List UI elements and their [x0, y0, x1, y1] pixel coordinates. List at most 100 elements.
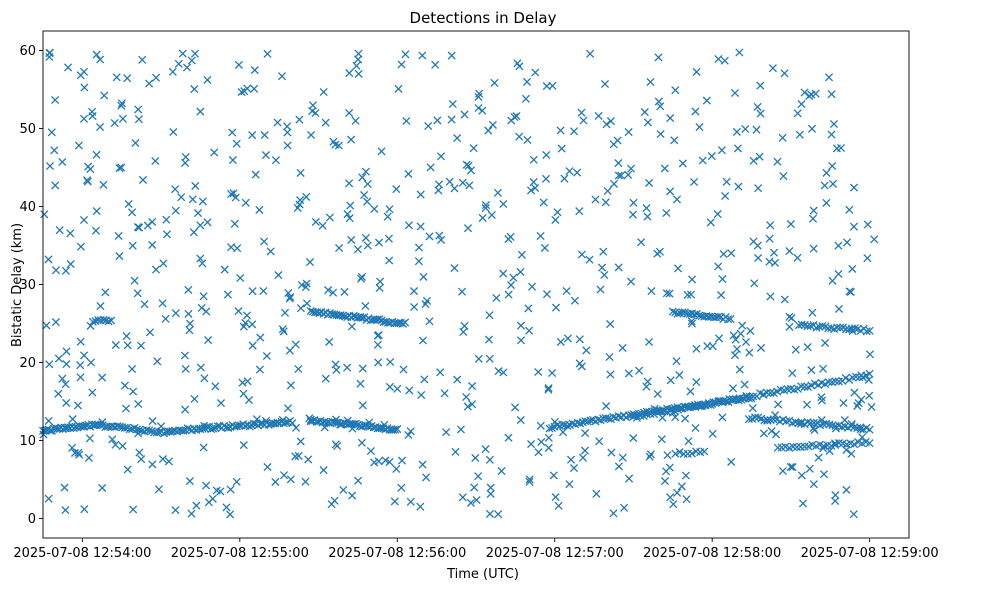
data-point	[728, 384, 738, 393]
data-point	[383, 212, 392, 221]
data-point	[354, 69, 363, 78]
data-point	[624, 170, 633, 179]
data-point	[42, 321, 51, 330]
y-tick-label: 10	[19, 434, 36, 449]
data-point	[575, 335, 584, 344]
data-point	[354, 55, 363, 64]
data-point	[228, 128, 237, 137]
track-point	[766, 388, 775, 397]
track-point	[120, 423, 129, 432]
data-point	[248, 131, 257, 140]
data-point	[137, 455, 146, 464]
data-point	[74, 141, 83, 150]
data-point	[771, 430, 781, 439]
data-point	[426, 163, 435, 172]
data-point	[47, 128, 56, 137]
data-point	[753, 241, 762, 250]
data-point	[121, 404, 131, 413]
data-point	[416, 190, 425, 199]
data-point	[809, 244, 818, 253]
data-point	[672, 195, 682, 204]
data-point	[393, 384, 402, 393]
data-point	[128, 241, 137, 250]
data-point	[301, 283, 310, 292]
data-point	[529, 155, 538, 164]
data-point	[442, 428, 451, 437]
data-point	[606, 320, 615, 329]
data-point	[154, 485, 163, 494]
track-point	[850, 324, 859, 333]
data-point	[580, 446, 590, 455]
data-point	[517, 250, 526, 259]
data-point	[123, 465, 132, 474]
data-point	[79, 215, 89, 225]
data-point	[542, 290, 552, 299]
data-point	[76, 373, 85, 382]
data-point	[445, 177, 454, 186]
data-point	[614, 171, 623, 180]
data-point	[241, 318, 250, 328]
data-point	[74, 448, 83, 457]
data-point	[850, 388, 859, 397]
data-point	[293, 203, 302, 212]
data-point	[118, 441, 127, 451]
data-point	[539, 198, 548, 207]
track-point	[563, 421, 572, 430]
data-point	[425, 317, 434, 326]
data-point	[691, 423, 700, 433]
data-point	[719, 249, 728, 259]
data-point	[302, 192, 311, 201]
data-point	[606, 370, 615, 379]
data-point	[148, 460, 157, 469]
track-point	[818, 321, 827, 331]
data-point	[497, 467, 506, 476]
data-point	[161, 314, 170, 323]
data-point	[665, 289, 674, 298]
data-point	[373, 340, 382, 349]
data-point	[515, 132, 524, 141]
data-point	[84, 162, 93, 171]
data-point	[128, 208, 137, 217]
data-point	[560, 174, 569, 183]
data-point	[283, 404, 293, 413]
data-point	[374, 238, 384, 247]
data-point	[200, 374, 209, 383]
x-tick-label: 2025-07-08 12:59:00	[801, 546, 939, 561]
data-point	[373, 331, 382, 340]
data-point	[118, 114, 127, 123]
data-point	[83, 177, 92, 186]
data-point	[579, 116, 588, 125]
data-point	[526, 186, 536, 195]
track-point	[744, 415, 753, 424]
track-point	[643, 410, 652, 419]
track-point	[865, 369, 874, 378]
data-point	[453, 375, 462, 384]
data-point	[447, 115, 456, 124]
data-point	[115, 252, 124, 261]
data-point	[291, 452, 300, 461]
data-point	[329, 288, 338, 297]
data-point	[123, 341, 132, 350]
data-point	[865, 391, 874, 400]
data-point	[196, 363, 205, 372]
data-point	[493, 188, 502, 197]
data-point	[434, 186, 443, 195]
data-point	[629, 434, 638, 443]
track-point	[604, 414, 613, 423]
data-point	[196, 107, 205, 116]
data-point	[721, 191, 730, 201]
data-point	[778, 466, 787, 476]
data-point	[842, 485, 851, 494]
data-point	[343, 210, 352, 219]
data-point	[727, 249, 736, 258]
track-point	[547, 423, 557, 433]
data-point	[148, 417, 157, 426]
data-point	[848, 264, 857, 273]
data-point	[797, 100, 806, 109]
data-point	[358, 364, 367, 373]
data-point	[563, 334, 572, 343]
data-point	[557, 144, 566, 153]
data-point	[660, 477, 670, 486]
track-point	[401, 318, 410, 327]
track-point	[132, 425, 142, 434]
